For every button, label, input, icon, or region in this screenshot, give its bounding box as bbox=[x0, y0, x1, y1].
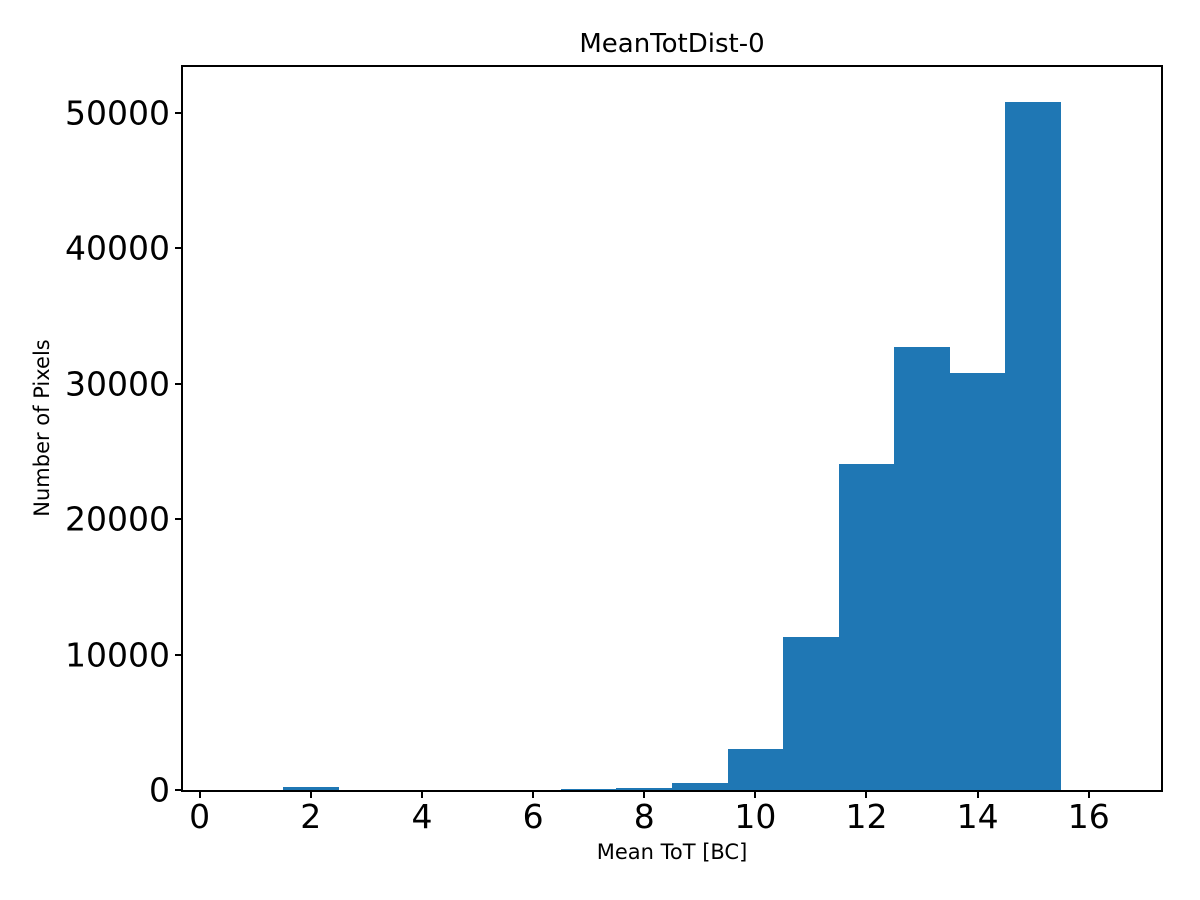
histogram-bar bbox=[838, 463, 895, 790]
histogram-bar bbox=[672, 783, 728, 790]
x-tick-mark bbox=[532, 790, 535, 798]
histogram-bar bbox=[1005, 102, 1061, 790]
x-tick-label: 12 bbox=[845, 797, 888, 836]
x-tick-label: 10 bbox=[734, 797, 777, 836]
y-tick-mark bbox=[175, 653, 183, 656]
y-tick-mark bbox=[175, 112, 183, 115]
histogram-bar bbox=[894, 347, 950, 790]
y-tick-mark bbox=[175, 789, 183, 791]
x-tick-mark bbox=[865, 790, 868, 798]
x-tick-mark bbox=[754, 790, 757, 798]
x-tick-label: 2 bbox=[300, 797, 322, 836]
bars-container bbox=[183, 67, 1161, 790]
histogram-bar bbox=[783, 637, 839, 790]
histogram-bar bbox=[616, 788, 672, 790]
y-tick-label: 50000 bbox=[65, 93, 170, 133]
x-tick-mark bbox=[1087, 790, 1090, 798]
y-axis-label: Number of Pixels bbox=[30, 339, 54, 517]
y-tick-label: 0 bbox=[149, 770, 170, 810]
y-tick-label: 10000 bbox=[65, 635, 170, 675]
y-tick-mark bbox=[175, 382, 183, 385]
x-tick-label: 4 bbox=[411, 797, 433, 836]
x-tick-label: 8 bbox=[633, 797, 655, 836]
x-tick-mark bbox=[198, 790, 201, 798]
x-tick-label: 16 bbox=[1067, 797, 1110, 836]
x-tick-label: 14 bbox=[956, 797, 999, 836]
x-axis-label: Mean ToT [BC] bbox=[596, 840, 748, 864]
histogram-bar bbox=[949, 373, 1006, 790]
x-tick-mark bbox=[643, 790, 646, 798]
histogram-bar bbox=[283, 787, 339, 790]
x-tick-label: 6 bbox=[522, 797, 544, 836]
y-tick-label: 40000 bbox=[65, 228, 170, 268]
y-tick-mark bbox=[175, 518, 183, 521]
plot-area: 0 2 4 6 8 10 12 14 16 0 10000 20000 30000 40000 50000 bbox=[65, 65, 1163, 833]
histogram-bar bbox=[560, 788, 617, 790]
x-tick-mark bbox=[976, 790, 979, 798]
y-tick-label: 30000 bbox=[65, 364, 170, 404]
x-tick-mark bbox=[309, 790, 312, 798]
y-tick-mark bbox=[175, 247, 183, 250]
chart-title: MeanTotDist-0 bbox=[579, 29, 765, 59]
y-tick-label: 20000 bbox=[65, 499, 170, 539]
x-tick-mark bbox=[420, 790, 423, 798]
histogram-bar bbox=[727, 749, 784, 790]
x-tick-label: 0 bbox=[189, 797, 211, 836]
